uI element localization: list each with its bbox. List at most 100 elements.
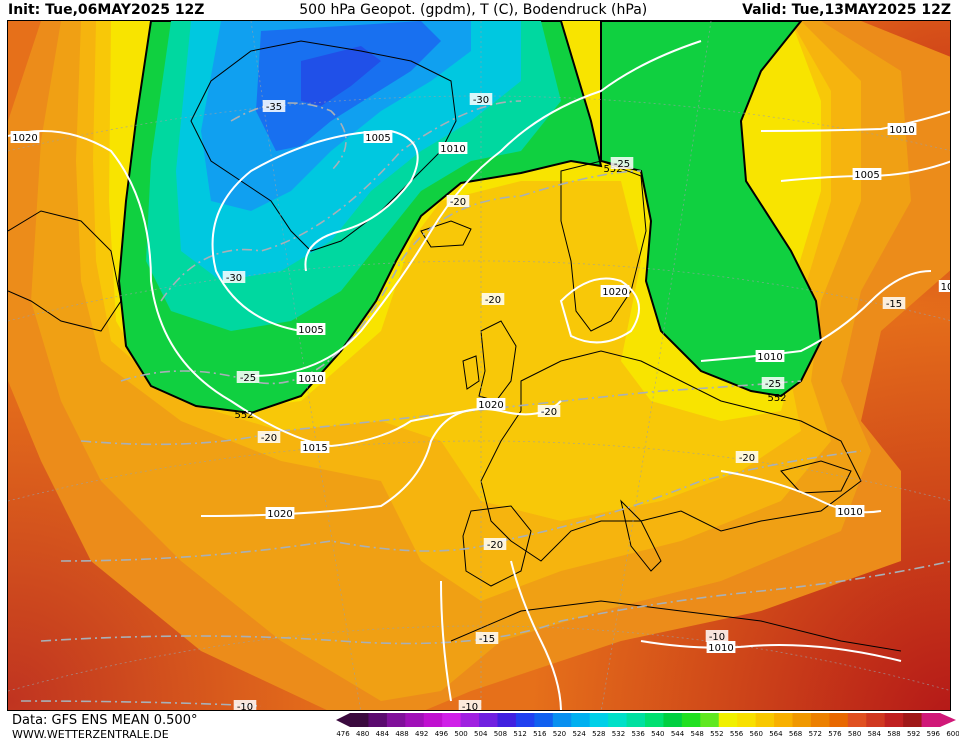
- colorbar-swatch: [663, 713, 683, 727]
- pressure-label: 1010: [837, 507, 862, 518]
- temperature-label: -25: [614, 159, 630, 170]
- pressure-label: 1020: [267, 509, 292, 520]
- pressure-label-bg: [706, 641, 736, 653]
- valid-time: Valid: Tue,13MAY2025 12Z: [742, 2, 951, 18]
- colorbar-level-label: 576: [828, 730, 842, 738]
- temperature-label: -20: [485, 295, 501, 306]
- colorbar-swatch: [552, 713, 572, 727]
- field-core-darkest: [301, 46, 381, 106]
- temperature-label-bg: [262, 100, 286, 112]
- pressure-label: 1005: [854, 170, 879, 181]
- temperature-label: -15: [886, 299, 902, 310]
- colorbar-swatch: [681, 713, 701, 727]
- temperature-label-bg: [735, 451, 759, 463]
- colorbar-level-label: 492: [415, 730, 429, 738]
- pressure-label-bg: [438, 142, 468, 154]
- temperature-label-bg: [257, 431, 281, 443]
- pressure-label: 1010: [440, 144, 465, 155]
- colorbar-level-label: 544: [670, 730, 685, 738]
- pressure-label-bg: [363, 131, 393, 143]
- colorbar-level-label: 500: [454, 730, 468, 738]
- colorbar-swatch: [442, 713, 462, 727]
- colorbar-swatch: [386, 713, 406, 727]
- temperature-label: -30: [473, 95, 489, 106]
- temperature-label-bg: [610, 157, 634, 169]
- colorbar-swatch: [829, 713, 849, 727]
- colorbar-level-label: 556: [729, 730, 744, 738]
- pressure-label-bg: [600, 285, 630, 297]
- pressure-label: 1020: [478, 400, 503, 411]
- colorbar-swatch: [405, 713, 425, 727]
- colorbar-swatch: [810, 713, 830, 727]
- colorbar-level-label: 580: [847, 730, 862, 738]
- temperature-label: -10: [709, 632, 725, 643]
- pressure-label: 1015: [302, 443, 327, 454]
- colorbar-swatch: [497, 713, 517, 727]
- geopotential-label: 552: [603, 164, 622, 175]
- colorbar-level-label: 520: [552, 730, 567, 738]
- colorbar-level-label: 584: [867, 730, 881, 738]
- colorbar-swatch: [921, 713, 941, 727]
- chart-title: 500 hPa Geopot. (gpdm), T (C), Bodendruc…: [299, 2, 648, 18]
- data-source: Data: GFS ENS MEAN 0.500°: [12, 713, 198, 728]
- colorbar-swatch: [884, 713, 904, 727]
- map-canvas: 552 552 552 1020 1005 1010 1005 1010 1015 1020 102…: [8, 21, 951, 711]
- temperature-label: -30: [226, 273, 242, 284]
- pressure-label-bg: [300, 441, 330, 453]
- colorbar-level-label: 504: [474, 730, 488, 738]
- temperature-label: -20: [541, 407, 557, 418]
- temperature-label: -20: [487, 540, 503, 551]
- pressure-label: 1010: [298, 374, 323, 385]
- temperature-label-bg: [481, 293, 505, 305]
- colorbar-swatch: [847, 713, 867, 727]
- colorbar-level-label: 532: [611, 730, 626, 738]
- temperature-label-bg: [458, 700, 482, 710]
- temperature-label: -25: [765, 379, 781, 390]
- colorbar-level-label: 552: [710, 730, 724, 738]
- pressure-label-bg: [265, 507, 295, 519]
- temperature-label: -15: [479, 634, 495, 645]
- colorbar-swatch: [350, 713, 369, 727]
- field-trough-east: [600, 21, 823, 398]
- pressure-label: 1010: [889, 125, 914, 136]
- pressure-label: 1005: [298, 325, 323, 336]
- colorbar-swatch: [479, 713, 498, 727]
- pressure-label-bg: [296, 372, 326, 384]
- temperature-label: -20: [450, 197, 466, 208]
- temperature-label-bg: [469, 93, 493, 105]
- pressure-label: 1005: [365, 133, 390, 144]
- colorbar-labels: 476 480 484 488 492 496 500 504 508 512 516 520 524 5…: [336, 730, 959, 740]
- colorbar-level-label: 564: [769, 730, 783, 738]
- colorbar-swatch: [700, 713, 720, 727]
- pressure-label-bg: [10, 131, 40, 143]
- colorbar-swatch: [608, 713, 628, 727]
- colorbar-swatch: [645, 713, 664, 727]
- weather-map: 552 552 552 1020 1005 1010 1005 1010 1015 1020 102…: [7, 20, 951, 711]
- temperature-label: -10: [462, 702, 478, 711]
- pressure-label-bg: [852, 168, 882, 180]
- colorbar-level-label: 528: [592, 730, 606, 738]
- colorbar-level-label: 524: [572, 730, 586, 738]
- map-labels: 552 552 552 1020 1005 1010 1005 1010 1015 1020 102…: [10, 93, 951, 711]
- colorbar-swatch: [774, 713, 793, 727]
- temperature-label: -20: [739, 453, 755, 464]
- geopotential-label: 552: [234, 410, 253, 421]
- pressure-label: 1010: [708, 643, 733, 654]
- colorbar-level-label: 516: [533, 730, 547, 738]
- pressure-label-bg: [938, 280, 950, 292]
- pressure-label: 10: [941, 282, 951, 293]
- colorbar-level-label: 476: [336, 730, 350, 738]
- colorbar-level-label: 596: [926, 730, 940, 738]
- website: WWW.WETTERZENTRALE.DE: [12, 728, 169, 741]
- colorbar-swatch: [589, 713, 609, 727]
- colorbar-arrow-left: [336, 713, 350, 727]
- colorbar-level-label: 496: [434, 730, 449, 738]
- coastlines: [8, 40, 902, 652]
- temperature-label-bg: [446, 195, 470, 207]
- temperature-label-bg: [222, 271, 246, 283]
- colorbar-level-label: 480: [355, 730, 370, 738]
- colorbar-level-label: 488: [395, 730, 409, 738]
- pressure-label: 1010: [757, 352, 782, 363]
- temperature-label-bg: [537, 405, 561, 417]
- colorbar-swatch: [792, 713, 812, 727]
